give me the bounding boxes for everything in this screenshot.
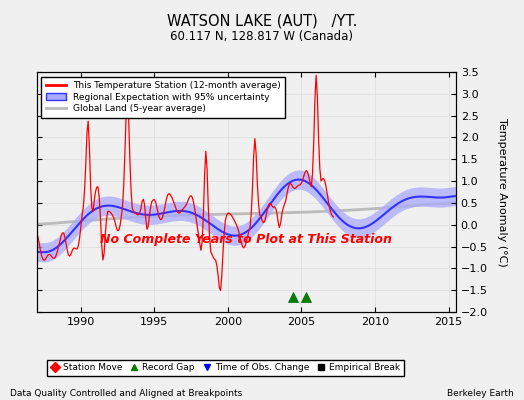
Text: WATSON LAKE (AUT)   /YT.: WATSON LAKE (AUT) /YT.	[167, 14, 357, 29]
Text: 60.117 N, 128.817 W (Canada): 60.117 N, 128.817 W (Canada)	[170, 30, 354, 43]
Text: Data Quality Controlled and Aligned at Breakpoints: Data Quality Controlled and Aligned at B…	[10, 389, 243, 398]
Text: Berkeley Earth: Berkeley Earth	[447, 389, 514, 398]
Legend: Station Move, Record Gap, Time of Obs. Change, Empirical Break: Station Move, Record Gap, Time of Obs. C…	[47, 360, 404, 376]
Y-axis label: Temperature Anomaly (°C): Temperature Anomaly (°C)	[497, 118, 507, 266]
Text: No Complete Years to Plot at This Station: No Complete Years to Plot at This Statio…	[100, 234, 392, 246]
